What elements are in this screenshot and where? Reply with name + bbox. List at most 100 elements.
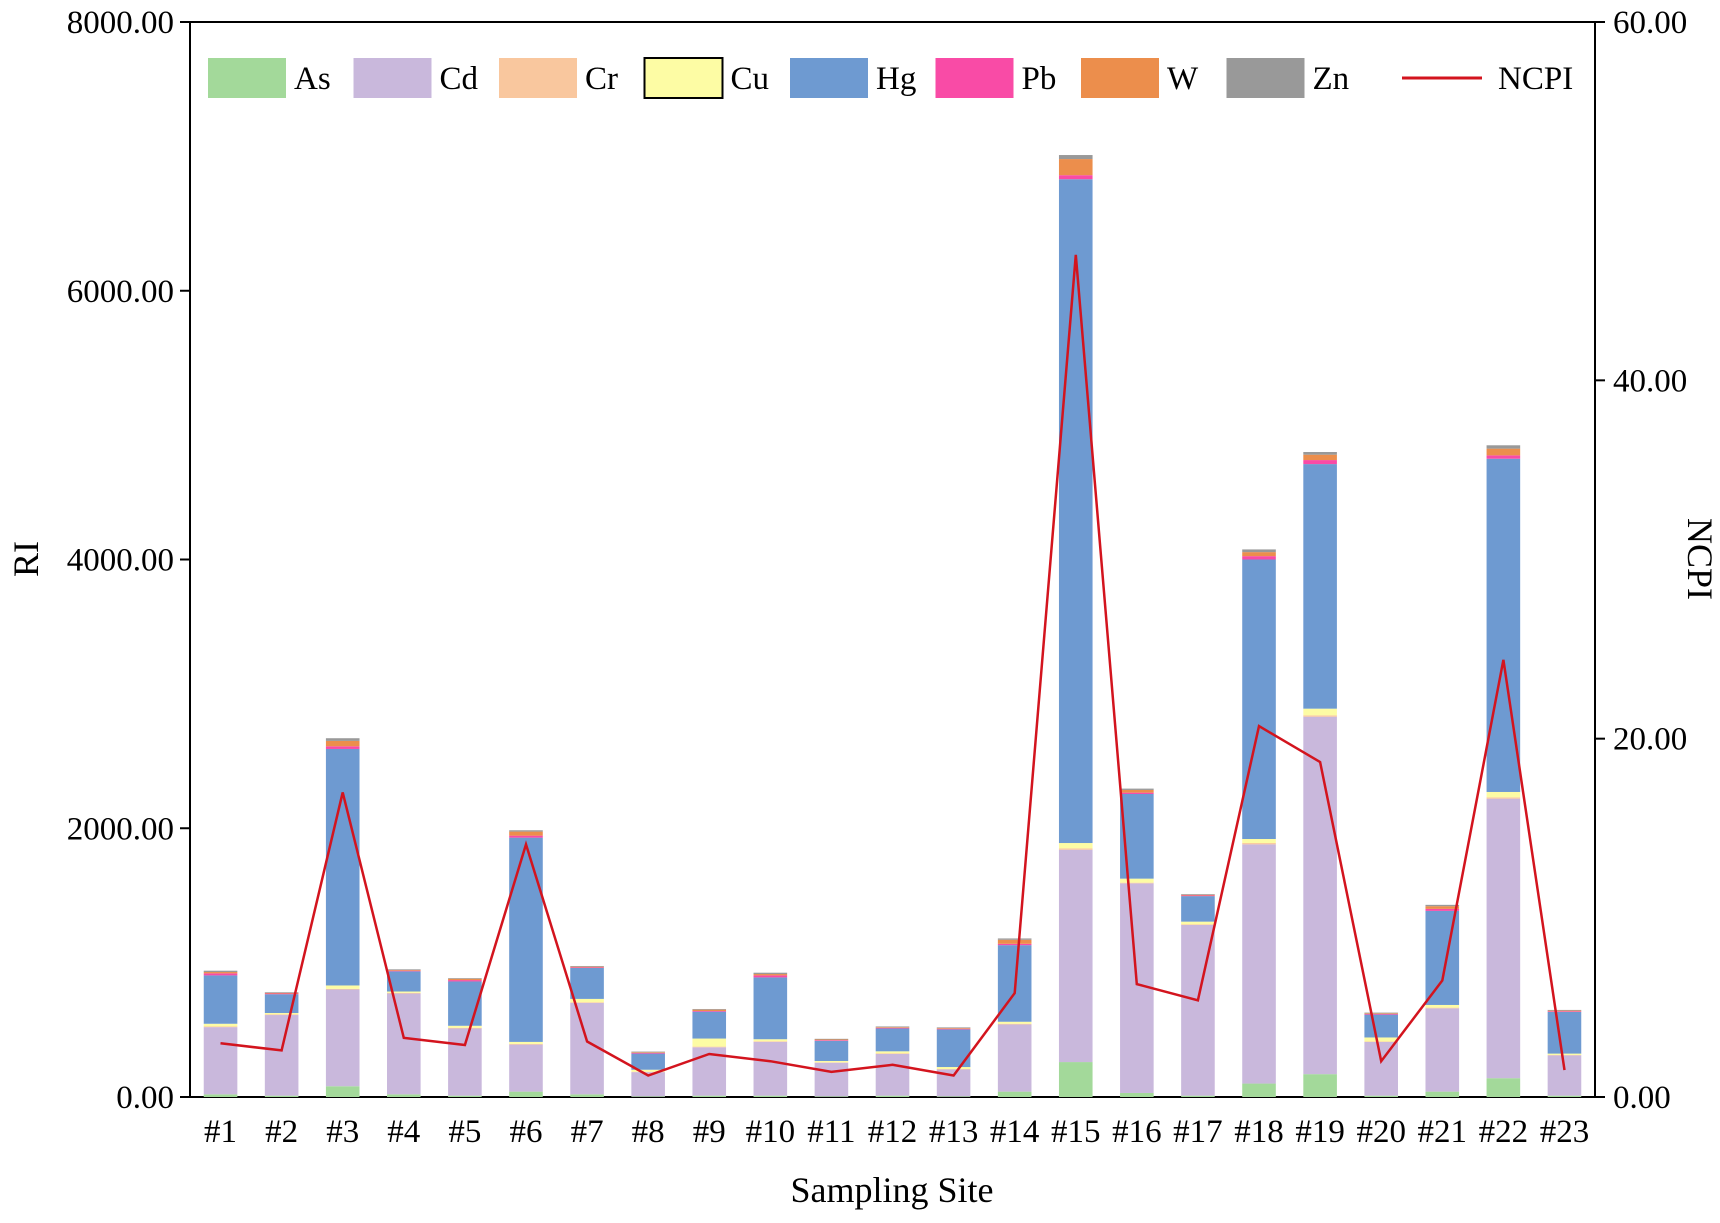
bar-cu bbox=[1120, 879, 1154, 883]
bar-as bbox=[1303, 1074, 1337, 1097]
x-tick-label: #2 bbox=[265, 1114, 298, 1150]
bar-pb bbox=[570, 967, 604, 968]
x-tick-label: #7 bbox=[571, 1114, 604, 1150]
bar-zn bbox=[998, 938, 1032, 939]
bar-pb bbox=[815, 1040, 849, 1041]
bar-hg bbox=[204, 975, 238, 1023]
bar-cu bbox=[1548, 1054, 1582, 1055]
bar-zn bbox=[387, 969, 421, 970]
bar-cu bbox=[876, 1051, 910, 1053]
bar-as bbox=[1242, 1084, 1276, 1097]
bar-as bbox=[448, 1096, 482, 1097]
x-tick-label: #1 bbox=[204, 1114, 237, 1150]
bar-zn bbox=[876, 1026, 910, 1027]
x-tick-label: #5 bbox=[448, 1114, 481, 1150]
bar-hg bbox=[1242, 560, 1276, 840]
bar-cr bbox=[754, 1041, 788, 1042]
y2-axis-title: NCPI bbox=[1680, 518, 1720, 600]
bar-cd bbox=[815, 1063, 849, 1097]
bar-as bbox=[754, 1096, 788, 1097]
legend-swatch-cr bbox=[499, 58, 577, 98]
bar-w bbox=[1548, 1011, 1582, 1012]
bar-pb bbox=[1181, 895, 1215, 896]
bar-cd bbox=[1059, 850, 1093, 1062]
y2-tick-label: 40.00 bbox=[1613, 363, 1687, 399]
bar-as bbox=[1548, 1096, 1582, 1097]
bar-as bbox=[570, 1094, 604, 1097]
bar-pb bbox=[1548, 1011, 1582, 1012]
bar-hg bbox=[815, 1041, 849, 1061]
y-tick-label: 4000.00 bbox=[67, 543, 174, 579]
bar-as bbox=[937, 1096, 971, 1097]
bar-zn bbox=[1364, 1013, 1398, 1014]
x-axis-title: Sampling Site bbox=[790, 1170, 993, 1210]
bar-w bbox=[1364, 1013, 1398, 1014]
x-tick-label: #8 bbox=[632, 1114, 665, 1150]
bar-pb bbox=[1059, 175, 1093, 179]
bar-cr bbox=[1487, 797, 1521, 798]
x-tick-label: #22 bbox=[1479, 1114, 1529, 1150]
bar-w bbox=[1242, 552, 1276, 556]
bar-cu bbox=[509, 1042, 543, 1044]
bar-cd bbox=[998, 1024, 1032, 1091]
legend-label-w: W bbox=[1167, 61, 1199, 97]
bar-cu bbox=[1303, 709, 1337, 716]
bar-zn bbox=[631, 1052, 665, 1053]
legend-swatch-hg bbox=[790, 58, 868, 98]
y-axis-title: RI bbox=[6, 541, 46, 577]
bar-zn bbox=[1303, 452, 1337, 455]
bar-as bbox=[692, 1096, 726, 1097]
bar-cd bbox=[876, 1054, 910, 1096]
bar-zn bbox=[326, 738, 360, 741]
bar-w bbox=[998, 940, 1032, 944]
bar-zn bbox=[1242, 549, 1276, 552]
bar-pb bbox=[326, 746, 360, 749]
bar-hg bbox=[876, 1028, 910, 1051]
bar-pb bbox=[509, 836, 543, 838]
bar-cr bbox=[1120, 883, 1154, 884]
bar-w bbox=[1059, 159, 1093, 175]
x-tick-label: #21 bbox=[1418, 1114, 1468, 1150]
bar-hg bbox=[1059, 179, 1093, 843]
bar-zn bbox=[1059, 155, 1093, 159]
legend-label-zn: Zn bbox=[1313, 61, 1350, 97]
y-tick-label: 6000.00 bbox=[67, 274, 174, 310]
x-tick-label: #16 bbox=[1112, 1114, 1162, 1150]
x-tick-label: #17 bbox=[1173, 1114, 1223, 1150]
bar-as bbox=[1059, 1062, 1093, 1097]
bar-pb bbox=[1425, 909, 1459, 911]
bar-pb bbox=[265, 994, 299, 995]
bar-pb bbox=[692, 1011, 726, 1012]
bar-zn bbox=[1181, 894, 1215, 895]
bar-cr bbox=[1181, 924, 1215, 925]
x-tick-label: #10 bbox=[746, 1114, 796, 1150]
bar-w bbox=[204, 972, 238, 973]
bar-cr bbox=[1425, 1008, 1459, 1009]
bar-pb bbox=[387, 971, 421, 972]
bar-zn bbox=[570, 966, 604, 967]
bar-cd bbox=[448, 1028, 482, 1095]
y2-tick-label: 0.00 bbox=[1613, 1080, 1671, 1116]
bar-as bbox=[387, 1094, 421, 1097]
bar-zn bbox=[815, 1039, 849, 1040]
bar-as bbox=[1181, 1096, 1215, 1097]
bar-as bbox=[326, 1086, 360, 1097]
bar-cd bbox=[387, 994, 421, 1095]
bar-w bbox=[570, 967, 604, 968]
bar-cr bbox=[692, 1047, 726, 1048]
bar-pb bbox=[876, 1028, 910, 1029]
bar-zn bbox=[1487, 445, 1521, 448]
bar-cu bbox=[692, 1039, 726, 1047]
bar-cd bbox=[265, 1015, 299, 1096]
bar-cr bbox=[998, 1024, 1032, 1025]
bar-zn bbox=[1425, 905, 1459, 906]
legend-label-ncpi: NCPI bbox=[1498, 61, 1573, 97]
bar-as bbox=[876, 1096, 910, 1097]
bar-pb bbox=[1364, 1014, 1398, 1015]
y-tick-label: 2000.00 bbox=[67, 811, 174, 847]
bar-cd bbox=[326, 990, 360, 1087]
bar-zn bbox=[204, 971, 238, 972]
plot-area bbox=[190, 22, 1595, 1097]
